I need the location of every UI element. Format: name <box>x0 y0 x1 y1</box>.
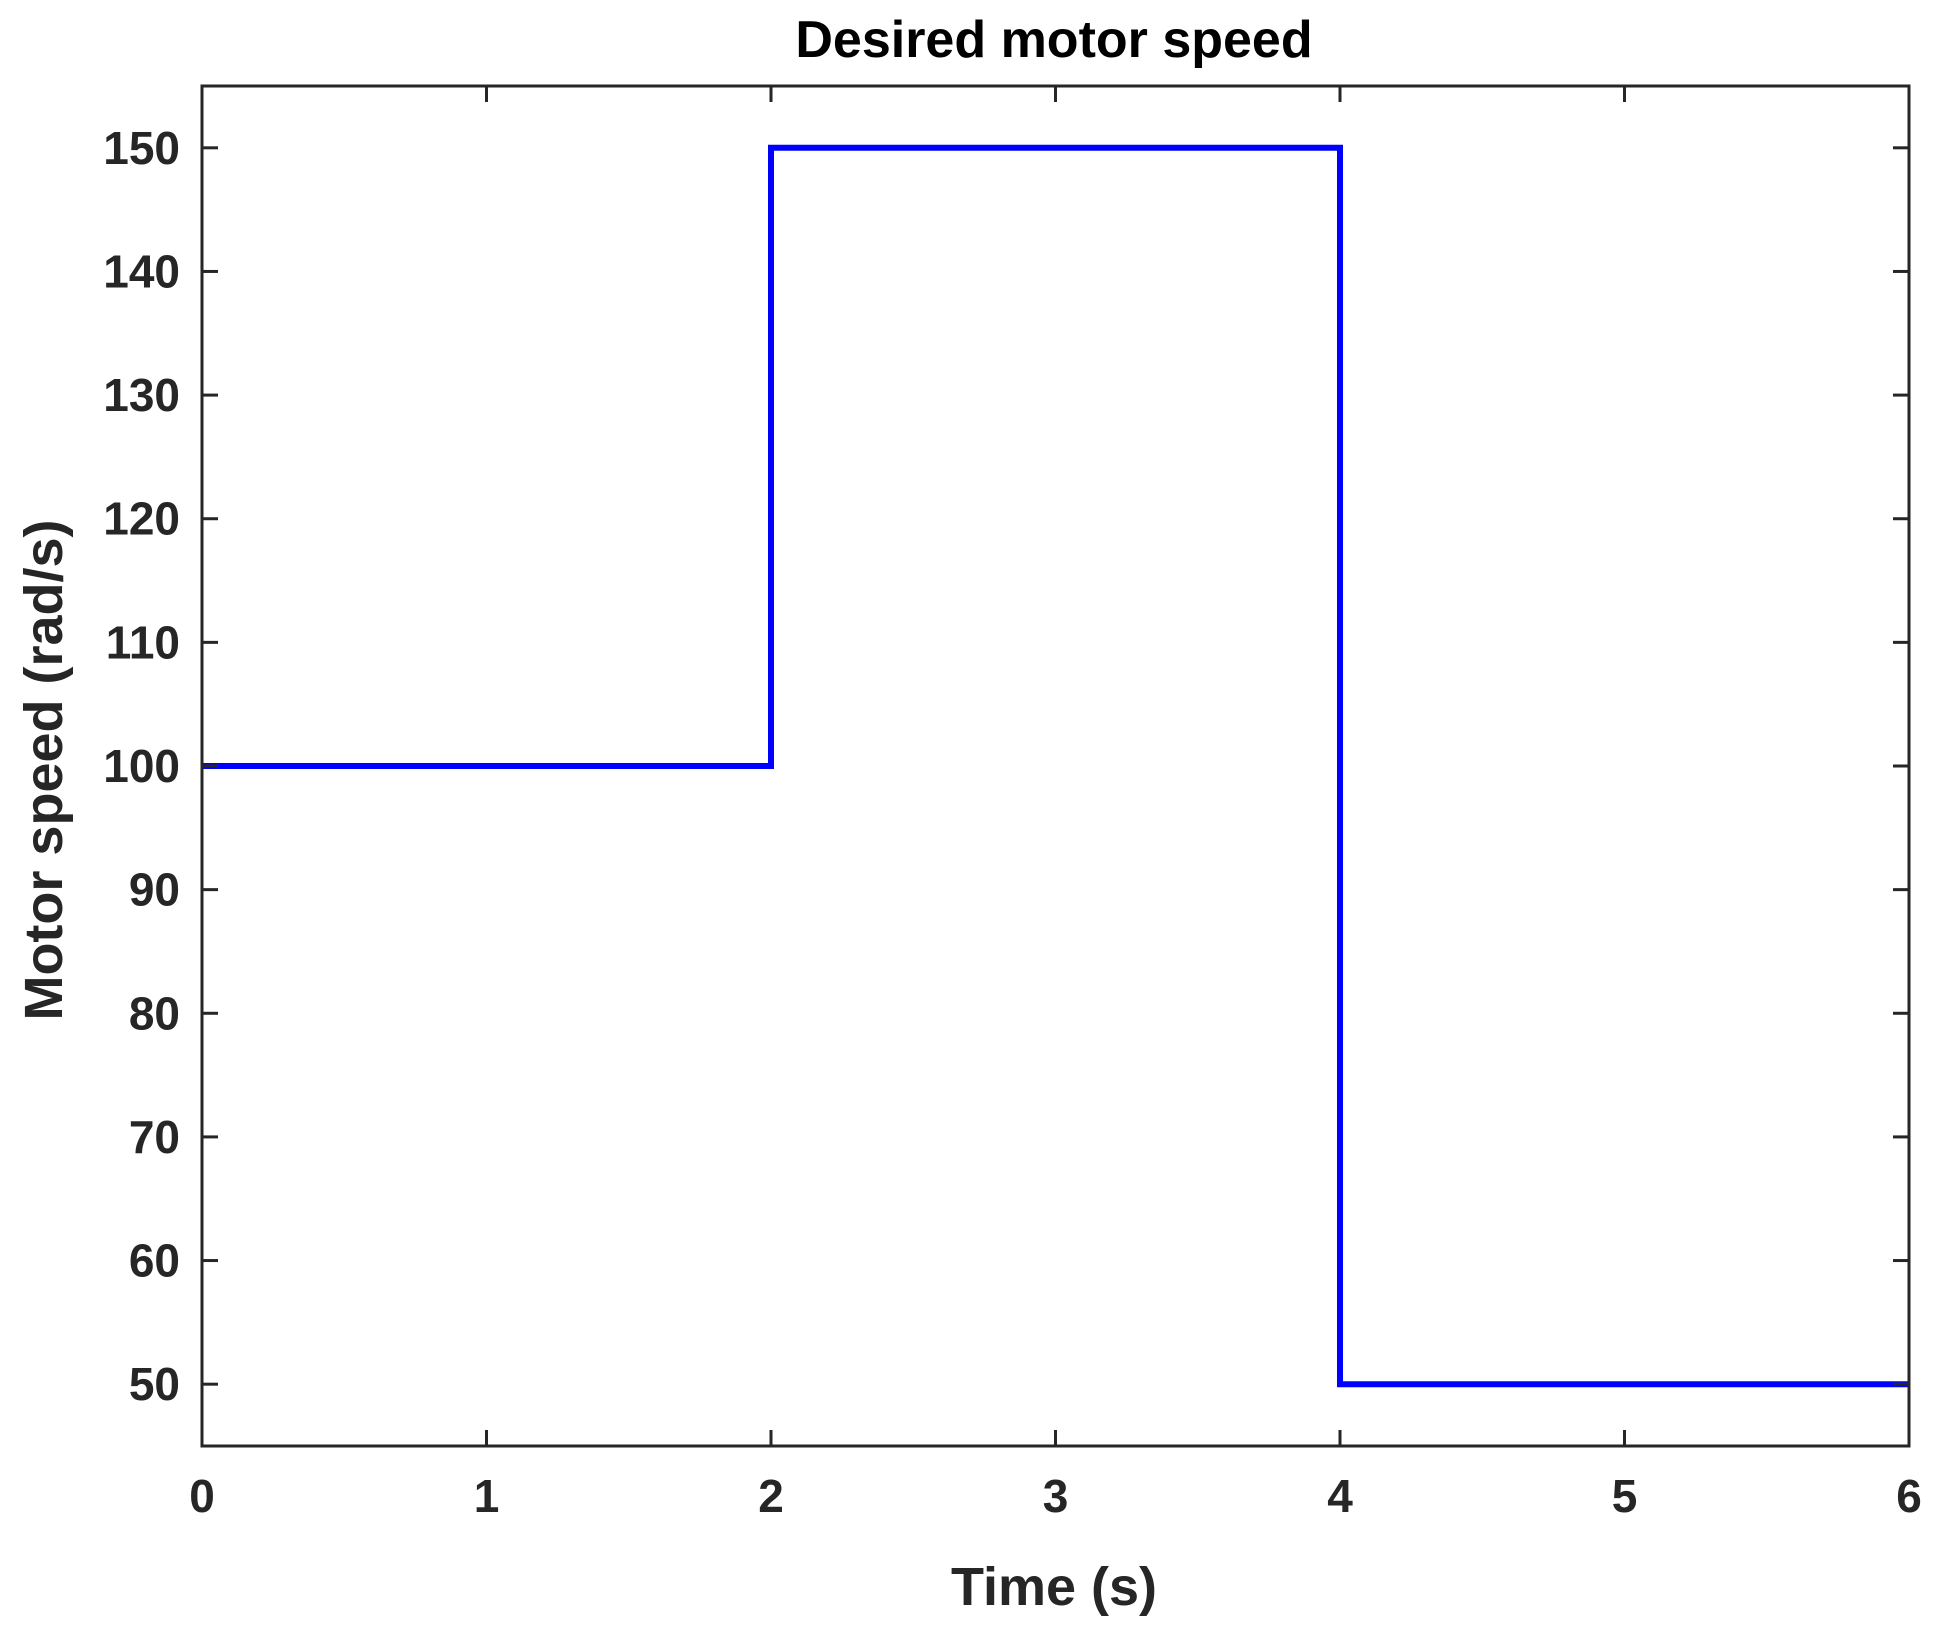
data-layer <box>202 144 1909 1388</box>
y-tick-label: 100 <box>103 740 180 792</box>
y-tick-label: 130 <box>103 369 180 421</box>
x-tick-label: 5 <box>1612 1470 1638 1522</box>
y-tick-label: 90 <box>129 864 180 916</box>
chart-title: Desired motor speed <box>795 11 1312 69</box>
y-axis: 50 60 70 80 90 100 110 120 130 140 150 <box>103 122 1909 1410</box>
y-tick-label: 110 <box>106 616 180 668</box>
x-tick-label: 4 <box>1327 1470 1353 1522</box>
x-tick-label: 6 <box>1896 1470 1922 1522</box>
y-tick-label: 80 <box>129 987 180 1039</box>
x-tick-label: 2 <box>758 1470 784 1522</box>
x-tick-label: 0 <box>189 1470 215 1522</box>
y-tick-label: 50 <box>129 1358 180 1410</box>
series-line-0 <box>202 144 1909 1388</box>
x-tick-label: 1 <box>474 1470 500 1522</box>
x-axis-label: Time (s) <box>951 1557 1157 1617</box>
plot-area: 0 1 2 3 4 5 6 50 60 70 80 90 100 110 120 130 140 150 <box>103 84 1922 1522</box>
x-axis: 0 1 2 3 4 5 6 <box>189 86 1922 1522</box>
y-tick-label: 120 <box>103 493 180 545</box>
y-tick-label: 60 <box>129 1235 180 1287</box>
y-tick-label: 140 <box>103 245 180 297</box>
y-tick-label: 150 <box>103 122 180 174</box>
x-tick-label: 3 <box>1043 1470 1069 1522</box>
y-axis-label: Motor speed (rad/s) <box>14 519 74 1020</box>
y-tick-label: 70 <box>129 1111 180 1163</box>
